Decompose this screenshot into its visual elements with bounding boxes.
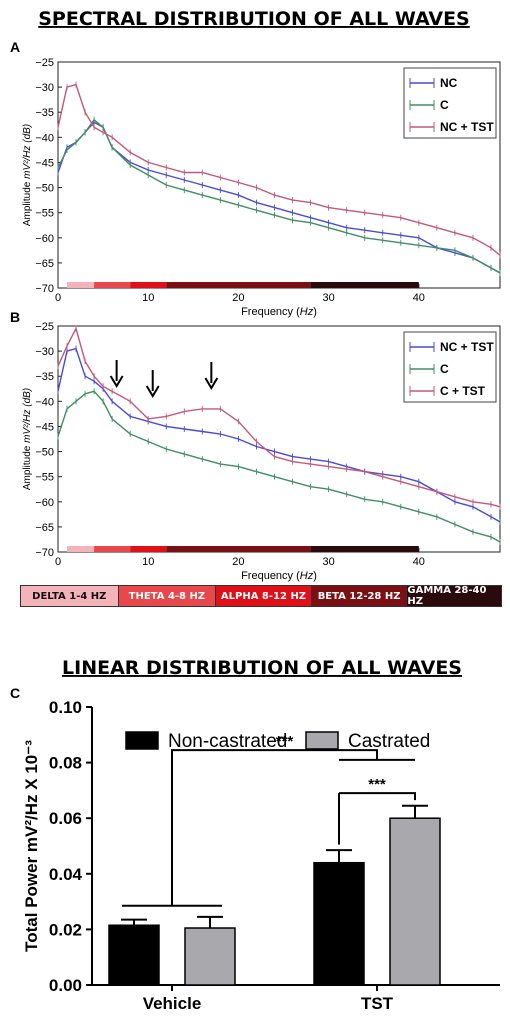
- y-tick-label: −50: [35, 447, 54, 459]
- series-legend: NC C NC + TST: [403, 67, 497, 139]
- significance-bracket: [339, 792, 416, 801]
- x-tick-label: 10: [142, 556, 154, 568]
- band-legend-item: BETA 12-28 HZ: [311, 586, 408, 606]
- y-tick-label: −25: [35, 321, 54, 333]
- annotation-arrowhead: [204, 377, 219, 390]
- y-tick-label: −70: [35, 547, 54, 559]
- y-tick-label: −25: [35, 57, 54, 69]
- y-axis-label: Total Power mV²/Hz X 10⁻³: [22, 740, 41, 952]
- bar: [184, 927, 236, 986]
- y-tick-label: −55: [35, 208, 54, 220]
- bar: [389, 817, 441, 986]
- band-legend-item: THETA 4-8 HZ: [118, 586, 217, 606]
- series-line: [57, 121, 501, 274]
- band-legend-item: GAMMA 28-40 HZ: [407, 585, 502, 607]
- frequency-band-legend: DELTA 1-4 HZ THETA 4-8 HZ ALPHA 8-12 HZ BET…: [20, 585, 502, 607]
- legend-label: NC: [440, 76, 458, 90]
- y-tick-label: 0.06: [49, 809, 82, 828]
- y-tick-label: 0.02: [49, 920, 82, 939]
- x-tick-label: 20: [232, 556, 244, 568]
- band-bar-segment: [310, 282, 419, 288]
- y-tick-label: 0.10: [49, 698, 82, 717]
- x-tick-label: TST: [361, 994, 394, 1013]
- y-tick-label: 0.08: [49, 754, 82, 773]
- y-tick-label: −35: [35, 107, 54, 119]
- band-bar-segment: [130, 282, 167, 288]
- y-tick-label: −35: [35, 371, 54, 383]
- legend-label: NC + TST: [440, 120, 494, 134]
- y-axis-label: Amplitude mV²/Hz (dB): [22, 388, 33, 490]
- legend-label: Non-castrated: [168, 731, 287, 752]
- y-tick-label: −30: [35, 82, 54, 94]
- band-bar-segment: [166, 546, 311, 552]
- band-legend-item: DELTA 1-4 HZ: [21, 586, 119, 606]
- band-bar-segment: [67, 282, 95, 288]
- panel-label-a: A: [10, 39, 20, 55]
- legend-swatch: [305, 731, 339, 750]
- x-tick-label: 20: [232, 292, 244, 304]
- x-tick-label: 10: [142, 292, 154, 304]
- x-tick-label: Vehicle: [143, 994, 202, 1013]
- annotation-arrowhead: [109, 375, 124, 388]
- x-tick-label: 0: [55, 556, 61, 568]
- x-axis-label: Frequency (Hz): [241, 306, 317, 318]
- series-line: [57, 390, 501, 543]
- y-tick-label: −40: [35, 396, 54, 408]
- y-tick-label: −65: [35, 258, 54, 270]
- legend-label: Castrated: [348, 731, 430, 752]
- y-tick-label: 0.00: [49, 976, 82, 995]
- significance-bracket: [171, 749, 378, 906]
- y-tick-label: −45: [35, 157, 54, 169]
- band-legend-item: ALPHA 8-12 HZ: [216, 586, 312, 606]
- legend-label: C + TST: [440, 384, 486, 398]
- x-tick-label: 0: [55, 292, 61, 304]
- panel-label-b: B: [10, 309, 20, 325]
- y-axis-label: Amplitude mV²/Hz (dB): [22, 124, 33, 226]
- bar-chart-c: 0.00 0.02 0.04 0.06 0.08 0.10 Total Power mV²/…: [22, 698, 500, 1013]
- bar: [313, 861, 365, 986]
- y-tick-label: −45: [35, 421, 54, 433]
- y-tick-label: −65: [35, 522, 54, 534]
- y-tick-label: −60: [35, 233, 54, 245]
- panel-label-c: C: [10, 685, 20, 701]
- y-tick-label: −70: [35, 283, 54, 295]
- legend-swatch: [125, 731, 159, 750]
- y-tick-label: −30: [35, 346, 54, 358]
- legend-label: C: [440, 362, 449, 376]
- spectral-chart-b: −70 −65 −60 −55 −50 −45 −40 −35 −30 −25 0 10 20 30 40 F…: [22, 321, 501, 582]
- band-bar-segment: [130, 546, 167, 552]
- y-tick-label: −50: [35, 183, 54, 195]
- legend-label: C: [440, 98, 449, 112]
- linear-title: LINEAR DISTRIBUTION OF ALL WAVES: [62, 657, 462, 679]
- spectral-title: SPECTRAL DISTRIBUTION OF ALL WAVES: [38, 8, 470, 30]
- series-legend: NC + TST C C + TST: [403, 331, 497, 403]
- legend-label: NC + TST: [440, 340, 494, 354]
- band-bar-segment: [94, 282, 131, 288]
- annotation-arrowhead: [145, 385, 160, 398]
- significance-label: ***: [368, 776, 386, 793]
- y-tick-label: −60: [35, 497, 54, 509]
- x-axis-label: Frequency (Hz): [241, 570, 317, 582]
- y-tick-label: 0.04: [49, 865, 83, 884]
- spectral-chart-a: −70 −65 −60 −55 −50 −45 −40 −35 −30 −25 0 10 20 30 40 F…: [22, 57, 501, 318]
- band-bar-segment: [166, 282, 311, 288]
- x-tick-label: 40: [413, 292, 425, 304]
- y-tick-label: −40: [35, 132, 54, 144]
- x-tick-label: 30: [322, 292, 334, 304]
- y-tick-label: −55: [35, 472, 54, 484]
- significance-label: ***: [276, 733, 294, 750]
- band-bar-segment: [310, 546, 419, 552]
- band-bar-segment: [94, 546, 131, 552]
- x-tick-label: 30: [322, 556, 334, 568]
- bar: [108, 924, 160, 986]
- band-bar-segment: [67, 546, 95, 552]
- x-tick-label: 40: [413, 556, 425, 568]
